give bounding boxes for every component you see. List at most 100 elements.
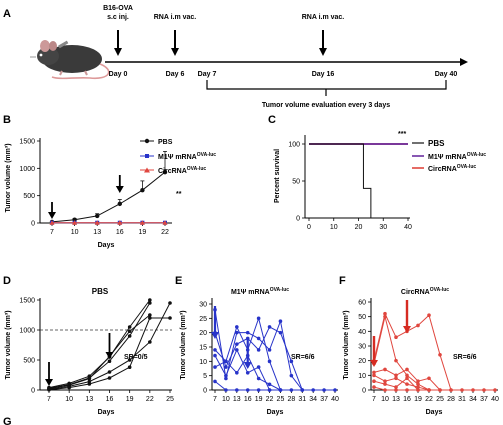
f-x-label: Days: [426, 409, 443, 416]
f-ytick-label: 40: [358, 329, 366, 336]
e-title: M1Ψ mRNA: [231, 289, 270, 296]
e-xtick-label: 40: [331, 396, 339, 403]
b-point: [162, 169, 168, 175]
e-ytick-label: 15: [199, 345, 207, 352]
e-point: [245, 371, 250, 375]
e-point: [289, 373, 294, 378]
c-ytick-label: 100: [288, 142, 300, 149]
d-ytick-label: 0: [31, 388, 35, 395]
f-point: [460, 388, 464, 392]
f-point: [394, 388, 398, 392]
e-y-label: Tumor volume (mm³): [180, 310, 187, 379]
e-xtick-label: 13: [233, 396, 241, 403]
eval-text: Tumor volume evaluation every 3 days: [262, 102, 390, 109]
f-y-label: Tumor volume (mm³): [343, 310, 350, 379]
d-xtick-label: 7: [47, 396, 51, 403]
e-point: [256, 376, 261, 381]
f-point: [482, 388, 486, 392]
f-point: [372, 385, 376, 389]
eval-bracket: [206, 80, 447, 90]
f-point: [416, 388, 420, 392]
e-series-line: [214, 348, 270, 391]
e-point: [256, 316, 261, 321]
e-point: [213, 379, 217, 384]
e-point: [256, 388, 261, 392]
b-point: [72, 220, 78, 225]
f-point: [416, 323, 420, 328]
f-point: [394, 385, 398, 389]
d-point: [47, 387, 51, 392]
d-point: [107, 370, 112, 374]
f-xtick-label: 13: [392, 396, 400, 403]
d-xtick-label: 16: [106, 396, 114, 403]
event-vac2-label: RNA i.m vac.: [302, 14, 345, 21]
panel-label-a: A: [3, 8, 11, 20]
f-point: [383, 367, 387, 372]
event-inject-label-2: s.c inj.: [107, 14, 129, 21]
f-xtick-label: 16: [403, 396, 411, 403]
e-ytick-label: 10: [199, 359, 207, 366]
e-point: [278, 330, 283, 335]
e-point: [235, 342, 239, 346]
c-y-label: Percent survival: [274, 149, 281, 203]
e-point: [235, 388, 239, 392]
e-point: [213, 348, 217, 352]
b-xtick-label: 19: [139, 229, 147, 236]
b-legend-m1-sup: OVA-luc: [197, 152, 217, 158]
e-point: [235, 371, 239, 375]
panel-label-f: F: [339, 275, 346, 287]
b-ytick-label: 500: [23, 193, 35, 200]
b-significance: **: [176, 191, 182, 198]
b-point: [117, 220, 123, 225]
e-point: [289, 388, 294, 392]
e-xtick-label: 19: [255, 396, 263, 403]
f-series-line: [373, 312, 452, 391]
f-point: [405, 388, 409, 392]
d-point: [168, 301, 172, 305]
b-xtick-label: 22: [161, 229, 169, 236]
f-title: CircRNA: [401, 289, 430, 296]
f-point: [405, 382, 409, 386]
e-point: [267, 388, 272, 392]
f-ytick-label: 10: [358, 373, 366, 380]
e-xtick-label: 28: [287, 396, 295, 403]
b-vac-arrow-1-head: [48, 212, 56, 219]
b-x-label: Days: [98, 242, 115, 249]
f-xtick-label: 25: [436, 396, 444, 403]
e-point: [267, 348, 272, 352]
e-ytick-label: 0: [203, 388, 207, 395]
e-vac-arrow-2-head: [243, 362, 252, 369]
panel-label-e: E: [175, 275, 182, 287]
c-survival-line: [309, 143, 372, 218]
event-inject-label: B16-OVA: [103, 5, 133, 12]
b-legend-marker-circ: [144, 167, 150, 173]
f-xtick-label: 28: [447, 396, 455, 403]
d-point: [87, 376, 92, 381]
b-xtick-label: 16: [116, 229, 124, 236]
c-ytick-label: 50: [292, 179, 300, 186]
f-point: [394, 358, 398, 363]
f-point: [449, 388, 453, 392]
b-point: [117, 201, 123, 207]
b-legend-m1: M1Ψ mRNA: [158, 154, 197, 161]
f-vac-arrow-2-head: [403, 326, 411, 333]
f-ytick-label: 60: [358, 300, 366, 307]
timeline-arrowhead: [460, 58, 468, 66]
c-xtick-label: 20: [355, 224, 363, 231]
day7-label: Day 7: [198, 71, 217, 78]
d-ytick-label: 500: [23, 358, 35, 365]
e-point: [256, 336, 261, 341]
c-legend: PBS M1Ψ mRNAOVA-luc CircRNAOVA-luc: [412, 139, 486, 173]
e-point: [333, 388, 337, 392]
d-point: [148, 316, 152, 320]
panel-label-b: B: [3, 114, 11, 126]
e-xtick-label: 25: [277, 396, 285, 403]
e-point: [235, 348, 239, 352]
c-legend-m1-sup: OVA-luc: [467, 152, 487, 158]
d-point: [127, 325, 132, 329]
f-point: [427, 376, 431, 381]
b-ytick-label: 0: [31, 221, 35, 228]
e-point: [322, 388, 326, 392]
e-ytick-label: 5: [203, 373, 207, 380]
f-point: [405, 367, 409, 372]
